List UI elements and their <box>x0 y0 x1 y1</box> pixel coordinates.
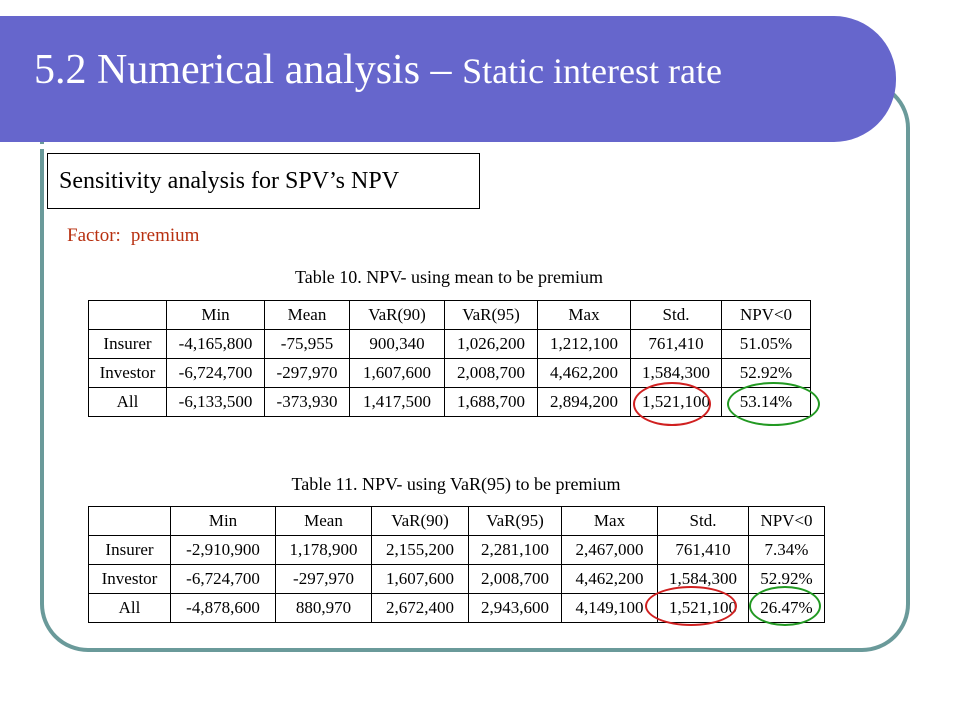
table-cell: 1,178,900 <box>275 535 372 565</box>
table11: Min Mean VaR(90) VaR(95) Max Std. NPV<0 … <box>88 506 825 623</box>
header-cell: Std. <box>657 506 749 536</box>
table-cell: 900,340 <box>349 329 445 359</box>
table-cell: 880,970 <box>275 593 372 623</box>
table-cell: 1,026,200 <box>444 329 538 359</box>
table-cell: -6,724,700 <box>170 564 276 594</box>
factor-line: Factor: premium <box>67 225 199 247</box>
table-cell: 2,281,100 <box>468 535 562 565</box>
table-cell: 761,410 <box>630 329 722 359</box>
table-cell: -4,165,800 <box>166 329 265 359</box>
header-cell: Max <box>537 300 631 330</box>
table-cell: 2,008,700 <box>468 564 562 594</box>
table-cell: 2,155,200 <box>371 535 469 565</box>
table-cell: 1,584,300 <box>630 358 722 388</box>
table-cell: 761,410 <box>657 535 749 565</box>
table-cell: 2,008,700 <box>444 358 538 388</box>
row-label: Insurer <box>88 329 167 359</box>
table-row: Investor -6,724,700 -297,970 1,607,600 2… <box>88 564 825 594</box>
header-cell: Mean <box>275 506 372 536</box>
table-cell: -6,133,500 <box>166 387 265 417</box>
table-cell: 1,607,600 <box>349 358 445 388</box>
header-cell: NPV<0 <box>748 506 825 536</box>
header-cell: Std. <box>630 300 722 330</box>
table-cell: 1,417,500 <box>349 387 445 417</box>
table-cell: 1,212,100 <box>537 329 631 359</box>
table-cell: 51.05% <box>721 329 811 359</box>
table-cell: 1,521,100 <box>657 593 749 623</box>
table10-caption: Table 10. NPV- using mean to be premium <box>294 267 604 287</box>
header-cell: VaR(95) <box>444 300 538 330</box>
slide-title: 5.2 Numerical analysis – Static interest… <box>34 46 722 94</box>
row-label: Investor <box>88 358 167 388</box>
table-row: All -4,878,600 880,970 2,672,400 2,943,6… <box>88 593 825 623</box>
factor-value: premium <box>130 225 200 246</box>
table-cell: 4,149,100 <box>561 593 658 623</box>
table-cell: 52.92% <box>748 564 825 594</box>
table-cell: 1,521,100 <box>630 387 722 417</box>
table-cell: 26.47% <box>748 593 825 623</box>
table-row: Insurer -2,910,900 1,178,900 2,155,200 2… <box>88 535 825 565</box>
header-cell: VaR(90) <box>371 506 469 536</box>
table-cell: -297,970 <box>275 564 372 594</box>
table-cell: 4,462,200 <box>537 358 631 388</box>
table-cell: -297,970 <box>264 358 350 388</box>
factor-label: Factor: <box>67 225 121 246</box>
row-label: All <box>88 593 171 623</box>
header-cell: Min <box>170 506 276 536</box>
table-cell: 53.14% <box>721 387 811 417</box>
title-bar <box>0 16 896 149</box>
slide-title-main: 5.2 Numerical analysis – <box>34 47 463 93</box>
table10: Min Mean VaR(90) VaR(95) Max Std. NPV<0 … <box>88 300 811 417</box>
table-cell: -373,930 <box>264 387 350 417</box>
row-label: Investor <box>88 564 171 594</box>
table-cell: 7.34% <box>748 535 825 565</box>
header-cell <box>88 506 171 536</box>
table-row: Insurer -4,165,800 -75,955 900,340 1,026… <box>88 329 811 359</box>
header-cell: Max <box>561 506 658 536</box>
table-cell: 1,688,700 <box>444 387 538 417</box>
table-cell: 4,462,200 <box>561 564 658 594</box>
header-cell: VaR(95) <box>468 506 562 536</box>
table-cell: 2,943,600 <box>468 593 562 623</box>
row-label: Insurer <box>88 535 171 565</box>
table-cell: -6,724,700 <box>166 358 265 388</box>
table-cell: -4,878,600 <box>170 593 276 623</box>
header-cell: Mean <box>264 300 350 330</box>
table-cell: 2,894,200 <box>537 387 631 417</box>
table-cell: 2,672,400 <box>371 593 469 623</box>
row-label: All <box>88 387 167 417</box>
table-cell: 2,467,000 <box>561 535 658 565</box>
table-row: All -6,133,500 -373,930 1,417,500 1,688,… <box>88 387 811 417</box>
table-cell: 1,584,300 <box>657 564 749 594</box>
subtitle-box: Sensitivity analysis for SPV’s NPV <box>47 153 480 209</box>
table-row: Investor -6,724,700 -297,970 1,607,600 2… <box>88 358 811 388</box>
header-cell: VaR(90) <box>349 300 445 330</box>
table11-caption: Table 11. NPV- using VaR(95) to be premi… <box>291 474 621 494</box>
header-cell: Min <box>166 300 265 330</box>
table-header-row: Min Mean VaR(90) VaR(95) Max Std. NPV<0 <box>88 506 825 536</box>
table-cell: 52.92% <box>721 358 811 388</box>
table-cell: -2,910,900 <box>170 535 276 565</box>
title-underline <box>0 144 848 149</box>
table-cell: 1,607,600 <box>371 564 469 594</box>
header-cell: NPV<0 <box>721 300 811 330</box>
table-header-row: Min Mean VaR(90) VaR(95) Max Std. NPV<0 <box>88 300 811 330</box>
slide-title-sub: Static interest rate <box>462 51 722 91</box>
header-cell <box>88 300 167 330</box>
table-cell: -75,955 <box>264 329 350 359</box>
